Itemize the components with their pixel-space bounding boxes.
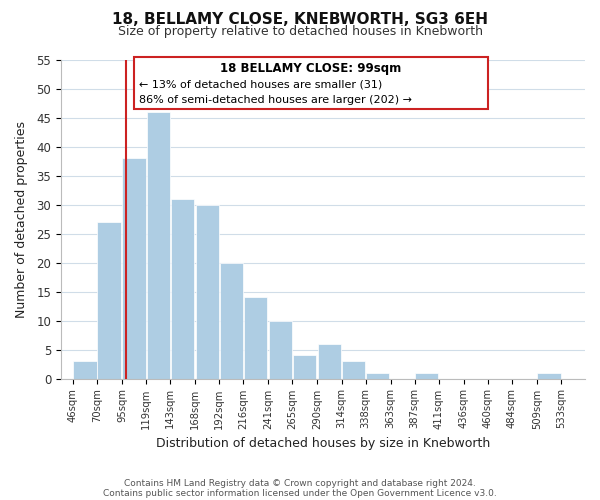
- Bar: [366, 373, 389, 378]
- Bar: [244, 298, 267, 378]
- Bar: [196, 205, 219, 378]
- Bar: [170, 199, 194, 378]
- Bar: [122, 158, 146, 378]
- Bar: [134, 57, 488, 109]
- Text: ← 13% of detached houses are smaller (31): ← 13% of detached houses are smaller (31…: [139, 79, 382, 89]
- Text: 18 BELLAMY CLOSE: 99sqm: 18 BELLAMY CLOSE: 99sqm: [220, 62, 401, 75]
- Bar: [73, 361, 97, 378]
- Text: 86% of semi-detached houses are larger (202) →: 86% of semi-detached houses are larger (…: [139, 95, 412, 105]
- Bar: [318, 344, 341, 378]
- Text: 18, BELLAMY CLOSE, KNEBWORTH, SG3 6EH: 18, BELLAMY CLOSE, KNEBWORTH, SG3 6EH: [112, 12, 488, 28]
- Bar: [146, 112, 170, 378]
- Text: Contains HM Land Registry data © Crown copyright and database right 2024.: Contains HM Land Registry data © Crown c…: [124, 480, 476, 488]
- X-axis label: Distribution of detached houses by size in Knebworth: Distribution of detached houses by size …: [156, 437, 490, 450]
- Bar: [269, 320, 292, 378]
- Bar: [293, 356, 316, 378]
- Bar: [415, 373, 439, 378]
- Bar: [220, 262, 243, 378]
- Bar: [342, 361, 365, 378]
- Bar: [97, 222, 121, 378]
- Text: Contains public sector information licensed under the Open Government Licence v3: Contains public sector information licen…: [103, 490, 497, 498]
- Y-axis label: Number of detached properties: Number of detached properties: [15, 121, 28, 318]
- Bar: [538, 373, 560, 378]
- Text: Size of property relative to detached houses in Knebworth: Size of property relative to detached ho…: [118, 25, 482, 38]
